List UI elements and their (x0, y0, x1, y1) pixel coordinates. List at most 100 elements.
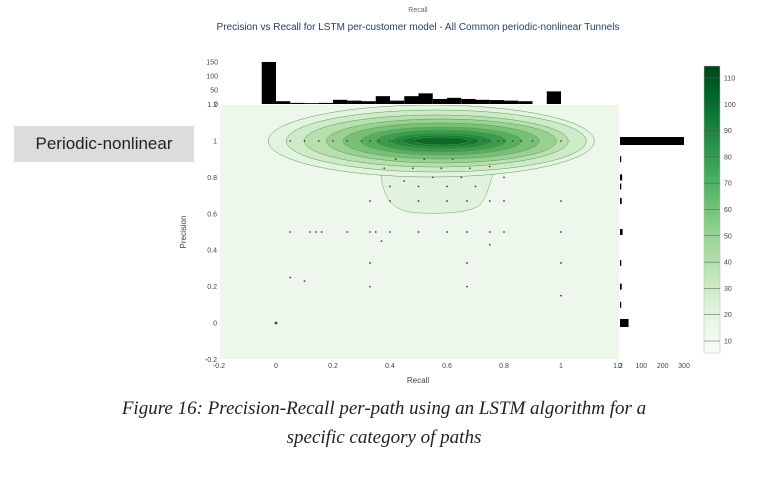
marginal-x-bar (489, 100, 504, 104)
marginal-x-bar (347, 100, 362, 104)
scatter-point (394, 158, 397, 161)
scatter-point (497, 140, 500, 142)
scatter-point (531, 140, 534, 142)
marginal-y-tick-label: 300 (678, 363, 690, 370)
top-axis-label: Recall (408, 7, 428, 14)
colorbar-tick-label: 70 (724, 181, 732, 188)
scatter-point (474, 185, 477, 188)
colorbar-tick-label: 10 (724, 339, 732, 346)
scatter-points (274, 140, 562, 325)
scatter-point (320, 231, 323, 233)
scatter-point (369, 262, 371, 264)
scatter-point (369, 285, 371, 288)
marginal-x-bar (333, 99, 348, 104)
colorbar-tick-label: 90 (724, 128, 732, 135)
marginal-y-tick-label: 0 (618, 363, 622, 370)
colorbar-tick-label: 30 (724, 286, 732, 293)
scatter-point (451, 158, 454, 161)
marginal-y-tick-label: 100 (635, 363, 647, 370)
scatter-point (483, 140, 485, 142)
marginal-x-bar (318, 102, 333, 104)
scatter-point (503, 176, 505, 179)
scatter-point (503, 231, 505, 233)
scatter-point (369, 231, 371, 233)
scatter-point (303, 280, 306, 283)
density-contours (268, 105, 595, 214)
scatter-point (511, 140, 514, 142)
scatter-point (446, 185, 448, 188)
scatter-point (474, 140, 477, 142)
marginal-x-bar (375, 96, 390, 104)
scatter-point (360, 140, 363, 142)
scatter-point (488, 243, 491, 246)
marginal-x-tick-label: 50 (210, 88, 218, 95)
y-tick-label: 0.6 (207, 211, 217, 218)
marginal-x-bar (290, 102, 305, 104)
y-tick-label: 0.8 (207, 175, 217, 182)
figure-caption-line-2: specific category of paths (286, 427, 482, 448)
scatter-point (346, 140, 349, 142)
marginal-y-bar (620, 183, 622, 190)
scatter-point (451, 140, 454, 142)
scatter-point (440, 167, 443, 170)
x-tick-label: 0 (274, 363, 278, 370)
marginal-x-bar (304, 103, 319, 104)
y-tick-label: 1.2 (207, 102, 217, 109)
scatter-point (460, 176, 463, 179)
marginal-x-histogram (261, 62, 561, 104)
scatter-point (468, 167, 471, 170)
scatter-point (560, 262, 562, 264)
scatter-point (389, 200, 391, 202)
x-tick-label: 1 (559, 363, 563, 370)
scatter-point (431, 176, 434, 179)
marginal-y-bar (620, 137, 684, 145)
scatter-point (417, 200, 420, 202)
y-axis-title: Precision (179, 216, 188, 249)
scatter-point (374, 231, 377, 233)
scatter-point (397, 140, 400, 142)
x-tick-label: -0.2 (213, 363, 225, 370)
marginal-x-bar (418, 93, 433, 104)
marginal-x-tick-label: 0 (214, 102, 218, 109)
x-tick-label: 0.8 (499, 363, 509, 370)
colorbar-tick-label: 20 (724, 312, 732, 319)
scatter-point (377, 140, 380, 142)
marginal-x-bar (261, 62, 276, 104)
scatter-point (274, 321, 278, 325)
y-tick-label: 0.2 (207, 284, 217, 291)
scatter-point (503, 200, 505, 202)
scatter-point (315, 231, 317, 233)
scatter-point (560, 294, 562, 297)
marginal-x-bar (461, 98, 476, 104)
scatter-point (503, 140, 505, 142)
scatter-point (466, 285, 468, 288)
colorbar-tick-label: 40 (724, 260, 732, 267)
category-label: Periodic-nonlinear (14, 126, 194, 162)
colorbar-tick-label: 60 (724, 207, 732, 214)
scatter-point (369, 200, 371, 202)
scatter-point (403, 140, 406, 142)
scatter-point (303, 140, 306, 142)
figure-caption-line-1: Figure 16: Precision-Recall per-path usi… (121, 398, 647, 419)
x-axis-ticks: -0.2 0 0.2 0.4 0.6 0.8 1 1.2 (213, 363, 623, 370)
x-tick-label: 1.2 (613, 363, 623, 370)
scatter-point (560, 140, 562, 142)
marginal-y-bar (620, 283, 622, 290)
scatter-point (520, 140, 522, 142)
scatter-point (488, 200, 491, 202)
x-tick-label: 0.6 (442, 363, 452, 370)
scatter-point (417, 185, 420, 188)
colorbar-tick-label: 50 (724, 233, 732, 240)
colorbar-tick-label: 100 (724, 102, 736, 109)
marginal-y-bar (620, 319, 629, 327)
marginal-x-bar (447, 97, 462, 104)
y-tick-label: 0 (213, 321, 217, 328)
scatter-point (488, 165, 491, 168)
marginal-x-bar (504, 100, 519, 104)
scatter-point (389, 231, 391, 233)
marginal-x-bar (518, 101, 533, 104)
scatter-point (423, 158, 426, 161)
scatter-point (389, 185, 391, 188)
scatter-point (309, 231, 312, 233)
